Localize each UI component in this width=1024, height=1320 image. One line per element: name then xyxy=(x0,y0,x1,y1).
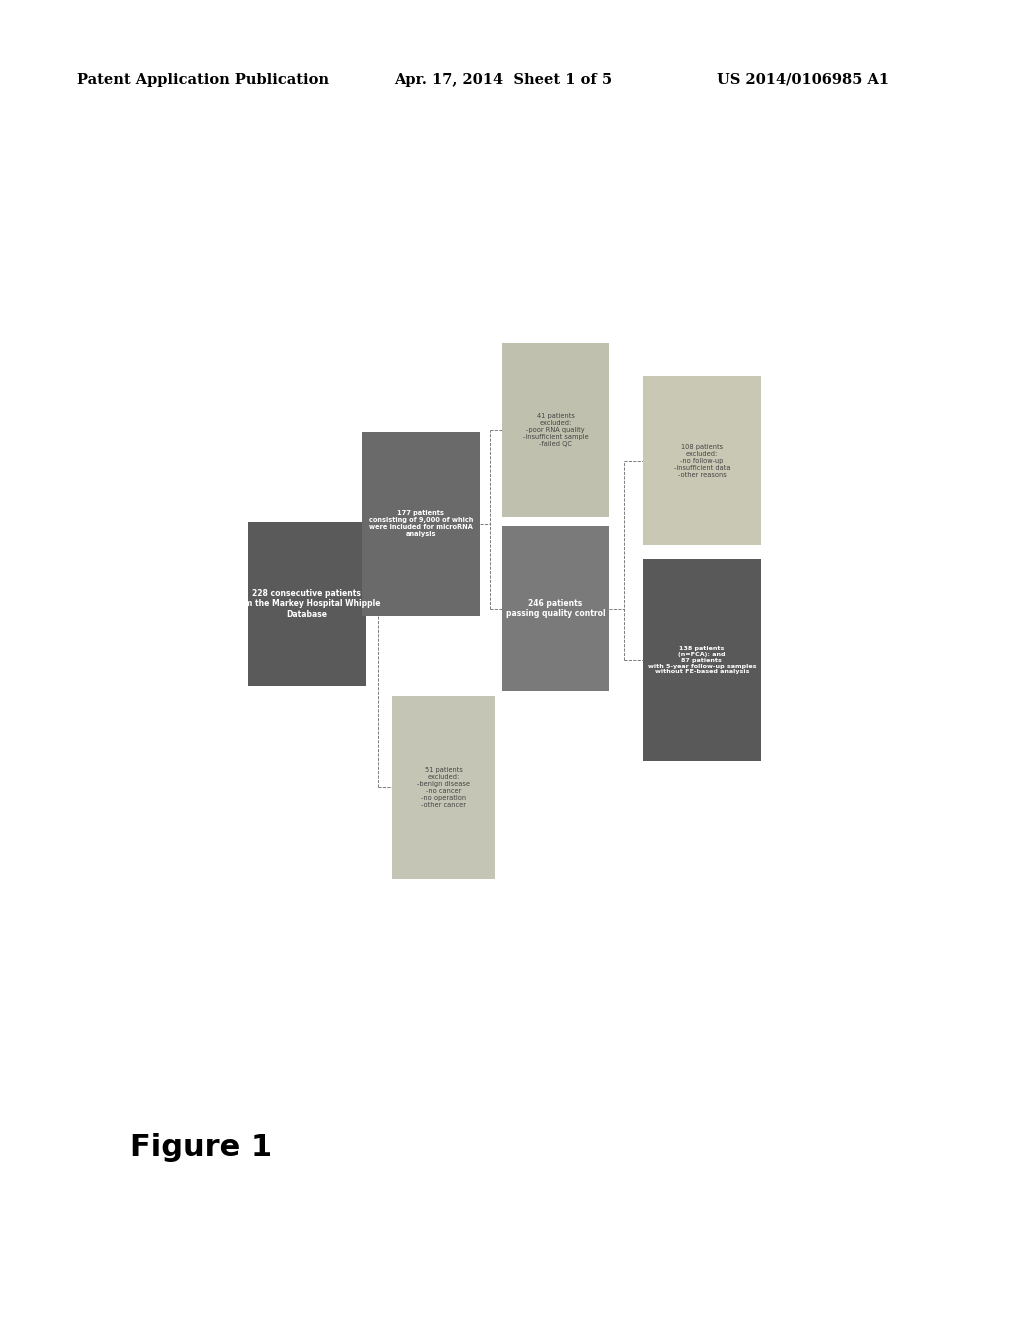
Text: 246 patients
passing quality control: 246 patients passing quality control xyxy=(506,599,605,618)
FancyBboxPatch shape xyxy=(643,376,761,545)
Text: 41 patients
excluded:
-poor RNA quality
-insufficient sample
-failed QC: 41 patients excluded: -poor RNA quality … xyxy=(522,413,589,447)
Text: Figure 1: Figure 1 xyxy=(130,1134,272,1163)
Text: 51 patients
excluded:
-benign disease
-no cancer
-no operation
-other cancer: 51 patients excluded: -benign disease -n… xyxy=(417,767,470,808)
FancyBboxPatch shape xyxy=(643,560,761,762)
FancyBboxPatch shape xyxy=(392,696,495,879)
FancyBboxPatch shape xyxy=(361,433,479,615)
FancyBboxPatch shape xyxy=(503,527,609,690)
Text: 108 patients
excluded:
-no follow-up
-insufficient data
-other reasons: 108 patients excluded: -no follow-up -in… xyxy=(674,444,730,478)
Text: US 2014/0106985 A1: US 2014/0106985 A1 xyxy=(717,73,889,87)
FancyBboxPatch shape xyxy=(248,521,366,686)
Text: 138 patients
(n=FCA): and
87 patients
with 5-year follow-up samples
without FE-b: 138 patients (n=FCA): and 87 patients wi… xyxy=(647,647,756,675)
Text: Patent Application Publication: Patent Application Publication xyxy=(77,73,329,87)
Text: 177 patients
consisting of 9,000 of which
were included for microRNA
analysis: 177 patients consisting of 9,000 of whic… xyxy=(369,511,473,537)
FancyBboxPatch shape xyxy=(503,343,609,517)
Text: 228 consecutive patients
from the Markey Hospital Whipple
Database: 228 consecutive patients from the Markey… xyxy=(232,589,381,619)
Text: Apr. 17, 2014  Sheet 1 of 5: Apr. 17, 2014 Sheet 1 of 5 xyxy=(394,73,612,87)
